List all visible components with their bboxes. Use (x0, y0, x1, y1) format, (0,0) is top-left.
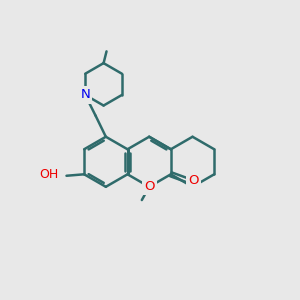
Text: O: O (188, 174, 199, 187)
Text: O: O (144, 180, 154, 193)
Text: N: N (80, 88, 90, 101)
Text: OH: OH (39, 168, 58, 181)
